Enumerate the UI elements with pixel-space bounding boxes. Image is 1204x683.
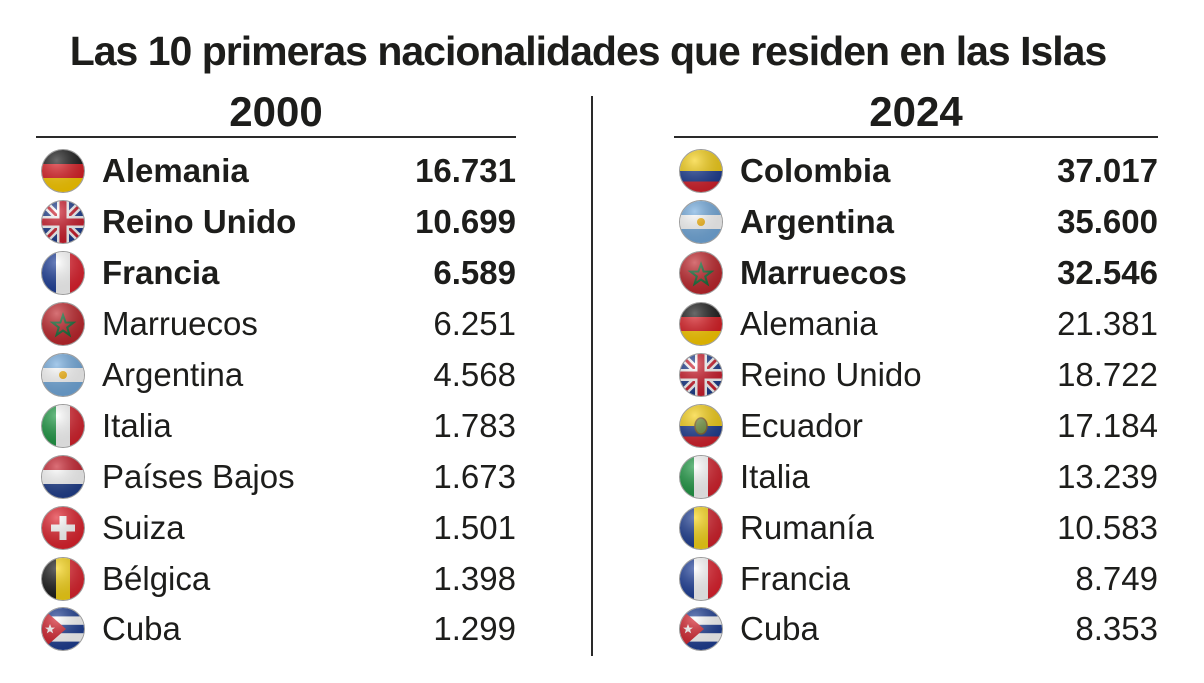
romania-flag-icon <box>680 506 722 549</box>
country-name: Italia <box>740 457 810 495</box>
country-name: Italia <box>102 406 172 444</box>
france-flag-icon <box>42 252 84 295</box>
argentina-flag-icon <box>42 354 84 396</box>
country-name: Alemania <box>740 305 878 343</box>
panel-2024: 2024 Colombia 37.017 Argentina 35.600 Marrue… <box>674 88 1158 655</box>
resident-count: 1.398 <box>433 559 516 597</box>
uk-flag-icon <box>42 201 84 244</box>
table-row: Marruecos 32.546 <box>674 248 1158 299</box>
resident-count: 10.583 <box>1057 508 1158 546</box>
country-name: Francia <box>102 254 220 292</box>
year-heading: 2024 <box>869 88 963 135</box>
country-name: Cuba <box>102 610 181 648</box>
resident-count: 18.722 <box>1057 356 1158 393</box>
table-row: Reino Unido 18.722 <box>674 350 1158 401</box>
heading-rule <box>674 136 1158 138</box>
resident-count: 6.251 <box>433 305 516 343</box>
italy-flag-icon <box>680 455 722 498</box>
resident-count: 13.239 <box>1057 457 1158 495</box>
resident-count: 10.699 <box>415 203 516 241</box>
resident-count: 17.184 <box>1057 406 1158 444</box>
year-heading: 2000 <box>229 88 323 135</box>
resident-count: 37.017 <box>1057 152 1158 190</box>
table-row: Argentina 35.600 <box>674 197 1158 248</box>
table-row: Argentina 4.568 <box>36 350 516 401</box>
belgium-flag-icon <box>42 557 84 600</box>
resident-count: 8.749 <box>1075 559 1158 597</box>
table-row: Italia 13.239 <box>674 451 1158 502</box>
country-name: Marruecos <box>740 254 907 292</box>
table-row: Italia 1.783 <box>36 400 516 451</box>
resident-count: 1.783 <box>433 406 516 444</box>
uk-flag-icon <box>680 354 722 396</box>
heading-rule <box>36 136 516 138</box>
table-row: Suiza 1.501 <box>36 502 516 553</box>
resident-count: 16.731 <box>415 152 516 190</box>
country-name: Colombia <box>740 152 891 190</box>
table-row: Cuba 8.353 <box>674 604 1158 655</box>
italy-flag-icon <box>42 404 84 447</box>
country-name: Cuba <box>740 610 819 648</box>
table-row: Francia 8.749 <box>674 553 1158 604</box>
table-row: Colombia 37.017 <box>674 146 1158 197</box>
country-name: Alemania <box>102 152 249 190</box>
table-rows: Alemania 16.731 Reino Unido 10.699 Francia 6.… <box>36 146 516 655</box>
cuba-flag-icon <box>42 608 84 651</box>
morocco-flag-icon <box>42 303 84 346</box>
country-name: Argentina <box>740 203 895 241</box>
germany-flag-icon <box>680 303 722 346</box>
country-name: Reino Unido <box>740 356 922 393</box>
france-flag-icon <box>680 557 722 600</box>
resident-count: 32.546 <box>1057 254 1158 292</box>
column-divider <box>591 96 593 656</box>
country-name: Bélgica <box>102 559 211 597</box>
table-row: Bélgica 1.398 <box>36 553 516 604</box>
resident-count: 4.568 <box>433 356 516 393</box>
chart-title: Las 10 primeras nacionalidades que resid… <box>69 28 1108 74</box>
country-name: Marruecos <box>102 305 258 343</box>
country-name: Reino Unido <box>102 203 297 241</box>
table-row: Ecuador 17.184 <box>674 400 1158 451</box>
resident-count: 1.673 <box>433 457 516 495</box>
table-rows: Colombia 37.017 Argentina 35.600 Marruecos 32… <box>674 146 1158 655</box>
table-row: Países Bajos 1.673 <box>36 451 516 502</box>
resident-count: 8.353 <box>1075 610 1158 648</box>
table-row: Cuba 1.299 <box>36 604 516 655</box>
ecuador-flag-icon <box>680 404 722 447</box>
colombia-flag-icon <box>680 150 722 193</box>
table-row: Reino Unido 10.699 <box>36 197 516 248</box>
country-name: Rumanía <box>740 508 874 546</box>
panel-2000: 2000 Alemania 16.731 Reino Unido 10.699 Fran… <box>36 88 516 655</box>
country-name: Ecuador <box>740 406 863 444</box>
resident-count: 1.299 <box>433 610 516 648</box>
table-row: Francia 6.589 <box>36 248 516 299</box>
argentina-flag-icon <box>680 201 722 244</box>
country-name: Argentina <box>102 356 244 393</box>
country-name: Países Bajos <box>102 457 295 495</box>
resident-count: 21.381 <box>1057 305 1158 343</box>
resident-count: 35.600 <box>1057 203 1158 241</box>
country-name: Francia <box>740 559 851 597</box>
switzerland-flag-icon <box>42 506 84 549</box>
table-row: Marruecos 6.251 <box>36 299 516 350</box>
resident-count: 1.501 <box>433 508 516 546</box>
cuba-flag-icon <box>680 608 722 651</box>
resident-count: 6.589 <box>433 254 516 292</box>
germany-flag-icon <box>42 150 84 193</box>
table-row: Alemania 21.381 <box>674 299 1158 350</box>
table-row: Rumanía 10.583 <box>674 502 1158 553</box>
country-name: Suiza <box>102 508 185 546</box>
morocco-flag-icon <box>680 252 722 295</box>
netherlands-flag-icon <box>42 455 84 498</box>
table-row: Alemania 16.731 <box>36 146 516 197</box>
